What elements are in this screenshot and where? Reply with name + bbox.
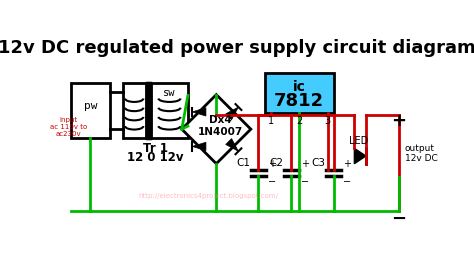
- Text: http://electronics4project.blogspot.com/: http://electronics4project.blogspot.com/: [138, 193, 279, 199]
- Bar: [264, 73, 334, 113]
- Bar: [151, 83, 188, 138]
- Bar: [123, 83, 146, 138]
- Text: −: −: [392, 210, 406, 228]
- Polygon shape: [182, 95, 251, 164]
- Bar: [71, 83, 110, 138]
- Polygon shape: [192, 108, 206, 116]
- Polygon shape: [355, 148, 366, 164]
- Text: −: −: [268, 177, 276, 187]
- Text: C2: C2: [269, 158, 283, 168]
- Text: C1: C1: [236, 158, 250, 168]
- Text: input
ac 110v to
ac230v: input ac 110v to ac230v: [50, 117, 87, 137]
- Text: +: +: [343, 159, 351, 169]
- Text: +: +: [392, 113, 406, 131]
- Text: output
12v DC: output 12v DC: [405, 144, 438, 163]
- Text: ic: ic: [293, 80, 306, 94]
- Text: +: +: [301, 159, 309, 169]
- Text: 12v DC regulated power supply circuit diagram: 12v DC regulated power supply circuit di…: [0, 39, 474, 57]
- Text: 1: 1: [268, 116, 274, 126]
- Text: −: −: [343, 177, 351, 187]
- Text: sw: sw: [163, 88, 176, 98]
- Polygon shape: [226, 139, 238, 151]
- Text: LED: LED: [348, 136, 368, 146]
- Text: +: +: [268, 159, 276, 169]
- Text: C3: C3: [311, 158, 325, 168]
- Text: pw: pw: [84, 101, 97, 111]
- Text: 2: 2: [296, 116, 302, 126]
- Text: 7812: 7812: [274, 92, 324, 110]
- Polygon shape: [226, 107, 238, 120]
- Text: −: −: [301, 177, 309, 187]
- Text: Dx4
1N4007: Dx4 1N4007: [198, 115, 243, 137]
- Text: 3: 3: [325, 116, 330, 126]
- Text: Tr 1: Tr 1: [143, 142, 168, 155]
- Polygon shape: [192, 142, 206, 151]
- Text: 12 0 12v: 12 0 12v: [127, 151, 183, 164]
